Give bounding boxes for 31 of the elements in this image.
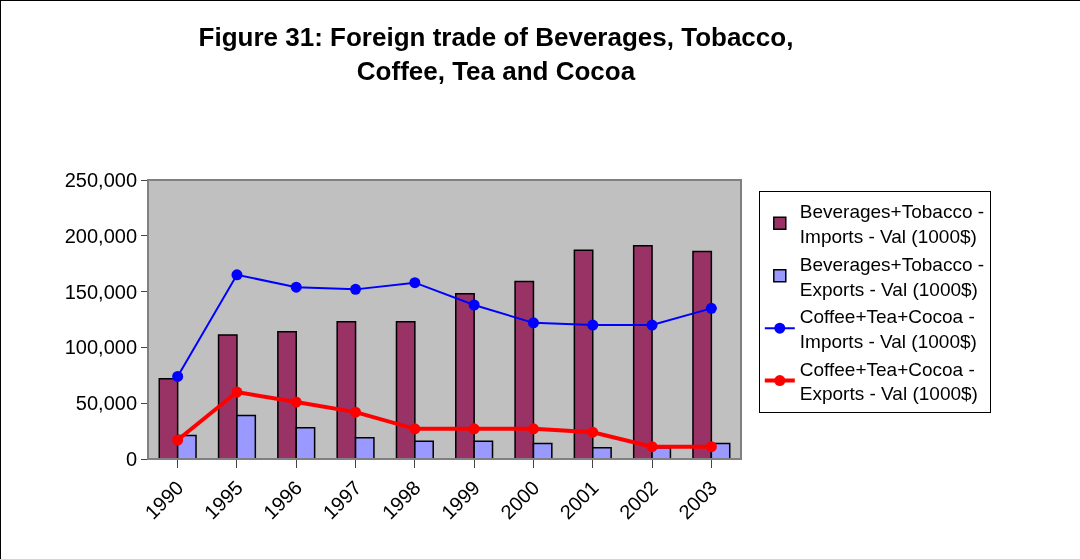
point	[231, 386, 243, 398]
point	[646, 319, 658, 331]
point	[409, 423, 421, 435]
point	[409, 277, 421, 289]
point	[350, 283, 362, 295]
point	[587, 319, 599, 331]
point	[468, 423, 480, 435]
legend-label: Beverages+Tobacco - Exports - Val (1000$)	[799, 253, 985, 300]
point	[705, 441, 717, 453]
point	[646, 441, 658, 453]
legend-label: Coffee+Tea+Cocoa - Exports - Val (1000$)	[799, 358, 978, 405]
y-tick-label: 200,000	[64, 224, 137, 247]
point	[290, 281, 302, 293]
point	[587, 426, 599, 438]
point	[705, 302, 717, 314]
point	[290, 396, 302, 408]
point	[350, 406, 362, 418]
point	[231, 269, 243, 281]
point	[527, 317, 539, 329]
chart-title: Figure 31: Foreign trade of Beverages, Tobacco, Coffee, Tea and Cocoa	[198, 21, 794, 86]
y-tick-label: 0	[125, 448, 137, 470]
legend-label: Coffee+Tea+Cocoa - Imports - Val (1000$)	[799, 306, 977, 352]
point	[468, 299, 480, 311]
point	[172, 434, 184, 446]
legend-label: Beverages+Tobacco - Imports - Val (1000$)	[799, 201, 985, 248]
point	[527, 423, 539, 435]
point	[172, 370, 184, 382]
y-tick-label: 150,000	[64, 280, 137, 303]
y-tick-label: 100,000	[64, 336, 137, 359]
y-tick-label: 250,000	[64, 169, 137, 191]
y-tick-label: 50,000	[75, 392, 137, 415]
